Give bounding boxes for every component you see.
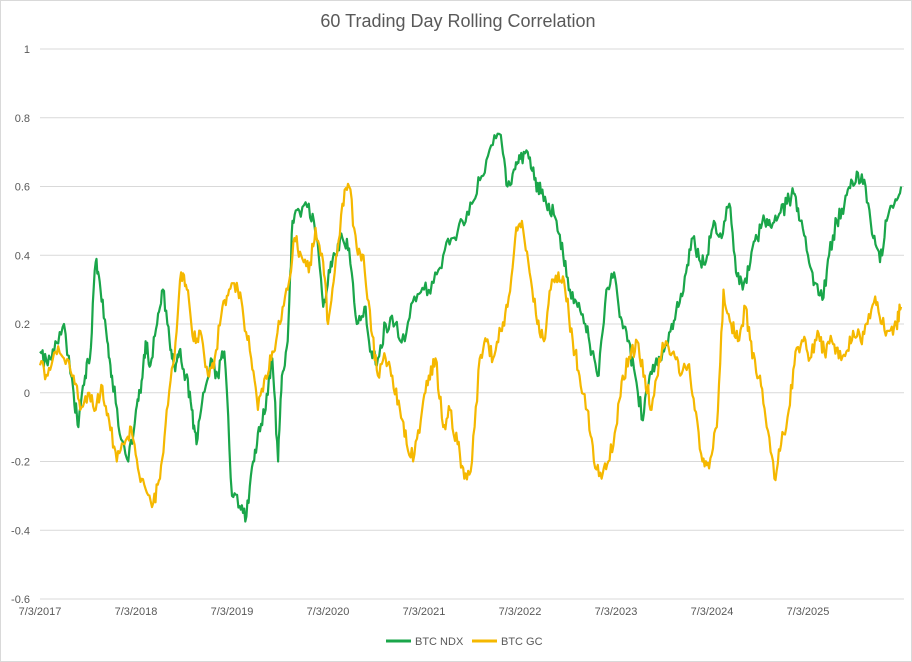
y-tick-label: 0.4 — [15, 250, 30, 262]
x-tick-label: 7/3/2019 — [211, 606, 254, 618]
legend-item: BTC NDX — [386, 636, 464, 648]
y-tick-label: -0.2 — [11, 457, 30, 469]
y-tick-label: 0.6 — [15, 182, 30, 194]
gridlines — [40, 48, 904, 600]
x-axis-ticks: 7/3/2017 7/3/2018 7/3/2019 7/3/2020 7/3/2021… — [19, 606, 830, 618]
legend-label: BTC NDX — [415, 636, 464, 648]
x-tick-label: 7/3/2023 — [595, 606, 638, 618]
y-tick-label: 0.8 — [15, 113, 30, 125]
y-tick-label: -0.6 — [11, 594, 30, 606]
x-tick-label: 7/3/2017 — [19, 606, 62, 618]
y-tick-label: 1 — [24, 44, 30, 56]
series-line-btc-gc — [38, 182, 903, 509]
legend-item: BTC GC — [472, 636, 543, 648]
y-tick-label: 0.2 — [15, 319, 30, 331]
x-tick-label: 7/3/2022 — [499, 606, 542, 618]
legend: BTC NDX BTC GC — [386, 636, 543, 648]
x-tick-label: 7/3/2018 — [115, 606, 158, 618]
chart-title: 60 Trading Day Rolling Correlation — [320, 11, 595, 31]
y-tick-label: 0 — [24, 388, 30, 400]
series-lines — [38, 132, 903, 523]
x-tick-label: 7/3/2021 — [403, 606, 446, 618]
x-tick-label: 7/3/2020 — [307, 606, 350, 618]
y-tick-label: -0.4 — [11, 525, 30, 537]
x-tick-label: 7/3/2024 — [691, 606, 734, 618]
x-tick-label: 7/3/2025 — [787, 606, 830, 618]
legend-label: BTC GC — [501, 636, 543, 648]
series-line-btc-ndx — [39, 132, 903, 523]
y-axis-ticks: -0.6 -0.4 -0.2 0 0.2 0.4 0.6 0.8 1 — [11, 44, 30, 606]
